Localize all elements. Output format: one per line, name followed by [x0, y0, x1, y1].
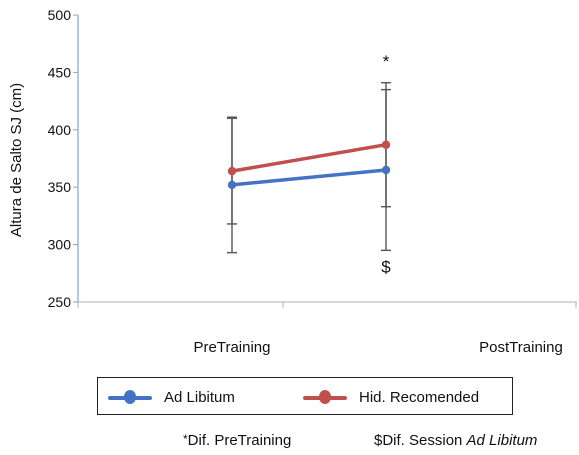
- y-tick-label: 350: [48, 179, 72, 195]
- legend-swatch-ad-libitum: [108, 390, 152, 404]
- significance-annotation: $: [381, 257, 391, 276]
- series-lines: [227, 140, 391, 190]
- legend: Ad Libitum Hid. Recomended: [97, 377, 513, 415]
- x-category-label: PreTraining: [194, 339, 271, 356]
- y-tick-label: 500: [48, 7, 72, 23]
- annotations: *$: [381, 52, 391, 276]
- legend-item-hid-recomended: Hid. Recomended: [303, 378, 479, 416]
- series-line: [230, 142, 388, 173]
- legend-item-ad-libitum: Ad Libitum: [108, 378, 235, 416]
- y-tick-label: 300: [48, 237, 72, 253]
- legend-label: Ad Libitum: [164, 388, 235, 406]
- legend-label: Hid. Recomended: [359, 388, 480, 406]
- y-tick-label: 400: [48, 122, 72, 138]
- y-tick-label: 250: [48, 294, 72, 310]
- series-line: [230, 168, 388, 187]
- y-tick-label: 450: [48, 64, 72, 80]
- footnote-dif-pretraining: *Dif. PreTraining: [183, 432, 291, 449]
- data-point: [381, 165, 391, 175]
- axes: [77, 15, 577, 308]
- footnote-symbol: *: [183, 432, 188, 446]
- footnote-dif-session: $Dif. Session Ad Libitum: [374, 432, 537, 449]
- y-axis-label: Altura de Salto SJ (cm): [8, 83, 25, 237]
- footnote-text: Dif. PreTraining: [187, 432, 292, 449]
- data-point: [381, 140, 391, 149]
- x-categories: PreTraining PostTraining: [194, 339, 563, 356]
- legend-swatch-hid-recomended: [303, 390, 347, 404]
- footnote-italic: Ad Libitum: [466, 432, 538, 449]
- significance-annotation: *: [383, 52, 390, 71]
- y-ticks: 250 300 350 400 450 500: [48, 7, 78, 310]
- data-point: [227, 166, 237, 176]
- x-category-label: PostTraining: [479, 339, 563, 356]
- data-point: [227, 180, 237, 190]
- footnote-text: $Dif. Session: [374, 432, 467, 449]
